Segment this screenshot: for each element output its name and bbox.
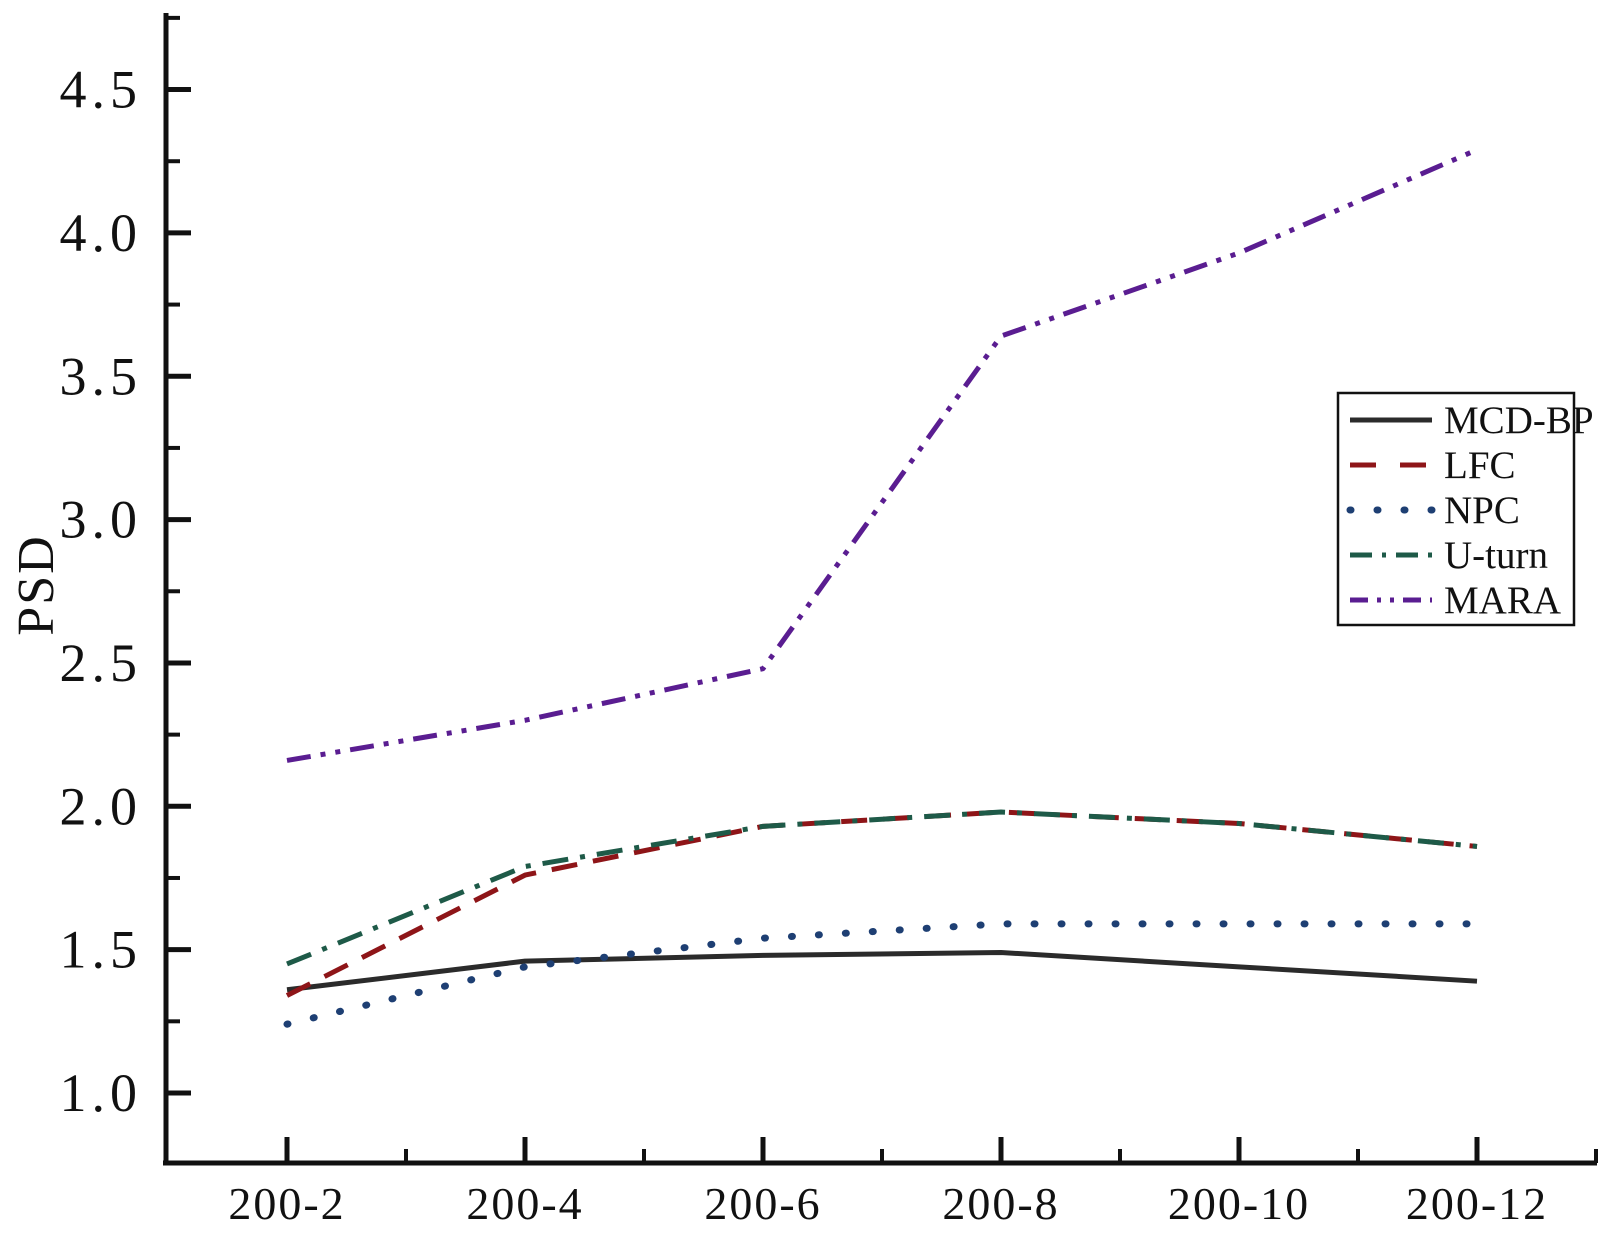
legend-label-u-turn: U-turn xyxy=(1444,534,1548,577)
y-tick-label: 3.5 xyxy=(60,346,143,406)
series-line-u-turn xyxy=(286,809,1478,967)
y-tick-label: 2.5 xyxy=(60,633,143,693)
series-line-mcd-bp xyxy=(286,950,1478,993)
y-tick-label: 4.5 xyxy=(60,60,143,120)
x-tick-label: 200-10 xyxy=(1168,1178,1310,1229)
series-line-mara xyxy=(286,147,1478,763)
series-line-npc xyxy=(283,920,1481,1028)
y-tick-label: 4.0 xyxy=(60,203,143,263)
y-tick-label: 3.0 xyxy=(60,490,143,550)
legend-label-mcd-bp: MCD-BP xyxy=(1444,399,1594,442)
x-tick-label: 200-8 xyxy=(942,1178,1059,1229)
y-tick-label: 1.5 xyxy=(60,920,143,980)
x-tick-label: 200-4 xyxy=(466,1178,583,1229)
y-tick-label: 1.0 xyxy=(60,1063,143,1123)
x-tick-label: 200-12 xyxy=(1406,1178,1548,1229)
x-tick-label: 200-6 xyxy=(704,1178,821,1229)
legend-label-lfc: LFC xyxy=(1444,444,1516,487)
legend-label-mara: MARA xyxy=(1444,579,1561,622)
y-tick-label: 2.0 xyxy=(60,776,143,836)
x-tick-label: 200-2 xyxy=(228,1178,345,1229)
legend-label-npc: NPC xyxy=(1444,489,1520,532)
y-axis-label: PSD xyxy=(7,534,65,636)
